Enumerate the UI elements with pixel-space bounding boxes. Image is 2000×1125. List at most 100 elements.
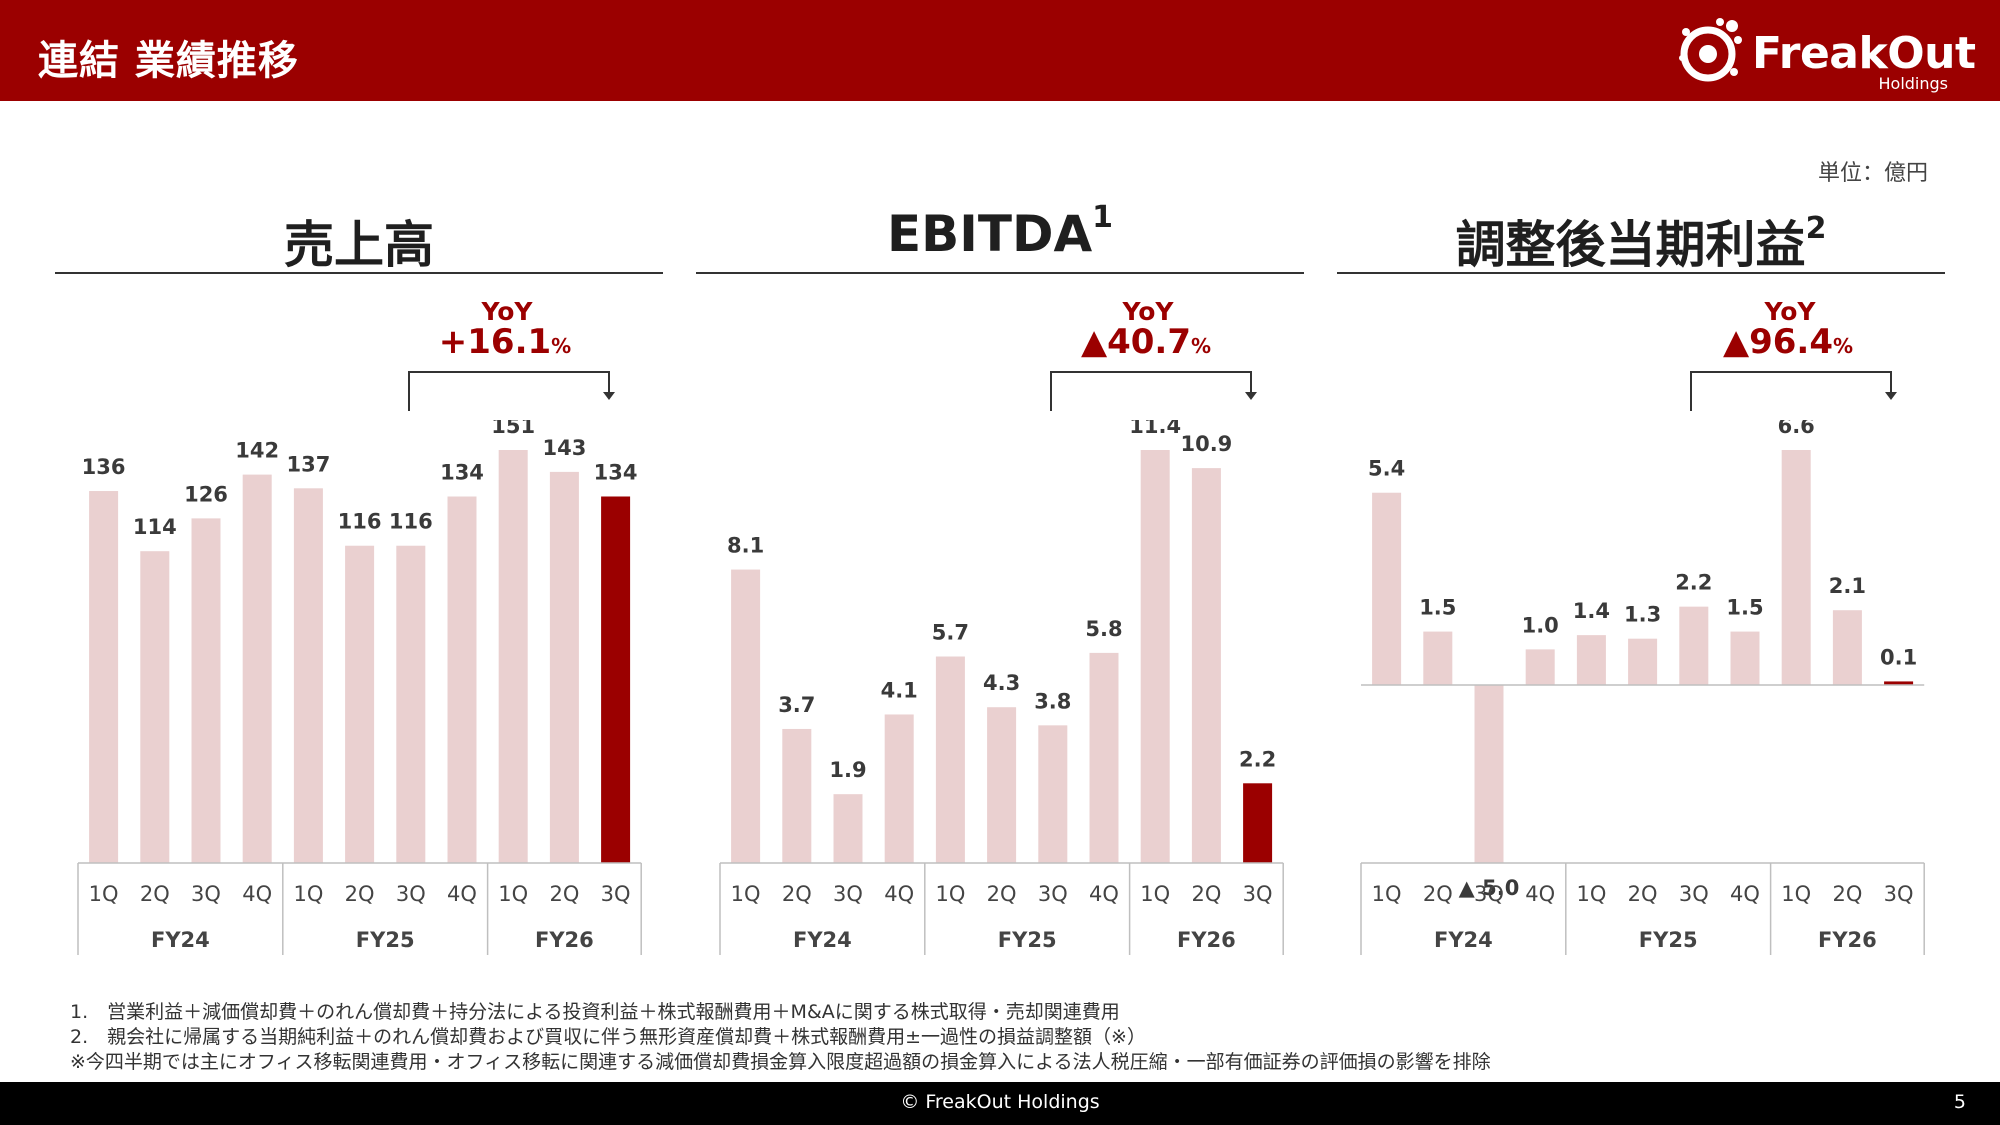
x-tick-label: 4Q bbox=[447, 882, 477, 906]
data-label: 10.9 bbox=[1180, 432, 1232, 456]
data-label: 5.7 bbox=[932, 621, 969, 645]
bar bbox=[987, 707, 1017, 863]
x-tick-label: 1Q bbox=[89, 882, 119, 906]
x-tick-label: 3Q bbox=[1679, 882, 1709, 906]
x-tick-label: 4Q bbox=[884, 882, 914, 906]
x-tick-label: 2Q bbox=[549, 882, 579, 906]
yoy-value: +16.1% bbox=[438, 322, 572, 362]
x-group-label: FY26 bbox=[1177, 928, 1236, 952]
bar bbox=[447, 496, 477, 863]
bar bbox=[549, 471, 579, 863]
yoy-value: ▲96.4% bbox=[1722, 322, 1854, 362]
bar bbox=[140, 551, 170, 863]
data-label: 0.1 bbox=[1880, 645, 1917, 669]
bar bbox=[1089, 652, 1119, 863]
data-label: 1.3 bbox=[1624, 603, 1661, 627]
bar bbox=[1884, 681, 1914, 685]
data-label: ▲ 5.0 bbox=[1459, 876, 1520, 900]
bar bbox=[1372, 492, 1402, 685]
x-tick-label: 3Q bbox=[191, 882, 221, 906]
bar bbox=[498, 450, 528, 863]
x-tick-label: 4Q bbox=[1089, 882, 1119, 906]
x-tick-label: 2Q bbox=[1423, 882, 1453, 906]
x-group-label: FY24 bbox=[151, 928, 210, 952]
footer-bar: © FreakOut Holdings 5 bbox=[0, 1082, 2000, 1125]
x-tick-label: 2Q bbox=[345, 882, 375, 906]
bar bbox=[601, 496, 631, 863]
bar bbox=[293, 488, 323, 863]
yoy-bracket-icon bbox=[1690, 371, 1897, 411]
panel-divider bbox=[55, 272, 663, 274]
chart-revenue: 136 114 126 142 137 116 116 134 151 143 134 1Q 2Q 3Q 4… bbox=[77, 420, 642, 955]
bar bbox=[1781, 450, 1811, 685]
bar bbox=[1730, 631, 1760, 685]
data-label: 8.1 bbox=[727, 534, 764, 558]
x-tick-label: 1Q bbox=[293, 882, 323, 906]
x-tick-label: 3Q bbox=[1884, 882, 1914, 906]
data-label: 5.8 bbox=[1085, 617, 1122, 641]
bar bbox=[1038, 725, 1068, 863]
bar bbox=[1679, 606, 1709, 685]
x-tick-label: 4Q bbox=[1525, 882, 1555, 906]
page-number: 5 bbox=[1953, 1091, 1966, 1113]
x-tick-label: 3Q bbox=[1474, 882, 1504, 906]
x-tick-label: 1Q bbox=[1781, 882, 1811, 906]
data-label: 126 bbox=[184, 482, 228, 506]
data-label: 2.2 bbox=[1239, 747, 1276, 771]
bar bbox=[1832, 610, 1862, 685]
bar bbox=[1243, 783, 1273, 863]
bar bbox=[191, 518, 221, 863]
bar bbox=[242, 474, 272, 863]
bar bbox=[782, 728, 812, 863]
bar bbox=[396, 545, 426, 863]
x-tick-label: 2Q bbox=[1832, 882, 1862, 906]
bar bbox=[1628, 638, 1658, 685]
bar bbox=[345, 545, 375, 863]
x-tick-label: 1Q bbox=[498, 882, 528, 906]
data-label: 114 bbox=[133, 515, 177, 539]
data-label: 1.9 bbox=[829, 758, 866, 782]
data-label: 1.4 bbox=[1573, 599, 1610, 623]
logo-text: FreakOut bbox=[1752, 28, 1976, 79]
yoy-label: YoY bbox=[481, 297, 533, 326]
copyright-text: © FreakOut Holdings bbox=[900, 1091, 1100, 1113]
panel-title-adjusted-profit: 調整後当期利益2 bbox=[1455, 211, 1827, 274]
data-label: 134 bbox=[594, 460, 638, 484]
data-label: 134 bbox=[440, 460, 484, 484]
data-label: 2.1 bbox=[1829, 574, 1866, 598]
x-tick-label: 2Q bbox=[1628, 882, 1658, 906]
x-tick-label: 4Q bbox=[242, 882, 272, 906]
logo-mark-icon bbox=[1679, 18, 1742, 82]
data-label: 1.5 bbox=[1419, 596, 1456, 620]
x-tick-label: 3Q bbox=[1243, 882, 1273, 906]
bar bbox=[833, 794, 863, 863]
data-label: 4.3 bbox=[983, 671, 1020, 695]
x-tick-label: 3Q bbox=[396, 882, 426, 906]
footnote-1: 1. 営業利益＋減価償却費＋のれん償却費＋持分法による投資利益＋株式報酬費用＋M… bbox=[70, 1001, 1120, 1023]
yoy-label: YoY bbox=[1764, 297, 1816, 326]
bar bbox=[884, 714, 914, 863]
bar bbox=[1140, 450, 1170, 863]
bar bbox=[935, 656, 965, 863]
yoy-bracket-icon bbox=[408, 371, 615, 411]
x-tick-label: 3Q bbox=[833, 882, 863, 906]
panel-title-revenue: 売上高 bbox=[284, 216, 434, 274]
panel-divider bbox=[1337, 272, 1945, 274]
x-group-label: FY26 bbox=[1818, 928, 1877, 952]
bar bbox=[1423, 631, 1453, 685]
panel-title-ebitda: EBITDA1 bbox=[886, 200, 1114, 263]
x-tick-label: 2Q bbox=[140, 882, 170, 906]
x-group-label: FY26 bbox=[535, 928, 594, 952]
bar bbox=[731, 569, 761, 863]
logo-subtext: Holdings bbox=[1878, 74, 1949, 93]
bar bbox=[89, 491, 119, 863]
yoy-bracket-icon bbox=[1050, 371, 1257, 411]
data-label: 142 bbox=[235, 439, 279, 463]
x-tick-label: 1Q bbox=[1576, 882, 1606, 906]
yoy-value: ▲40.7% bbox=[1080, 322, 1212, 362]
x-tick-label: 1Q bbox=[731, 882, 761, 906]
data-label: 2.2 bbox=[1675, 571, 1712, 595]
bar bbox=[1525, 649, 1555, 685]
bar bbox=[1576, 635, 1606, 685]
x-tick-label: 1Q bbox=[1140, 882, 1170, 906]
